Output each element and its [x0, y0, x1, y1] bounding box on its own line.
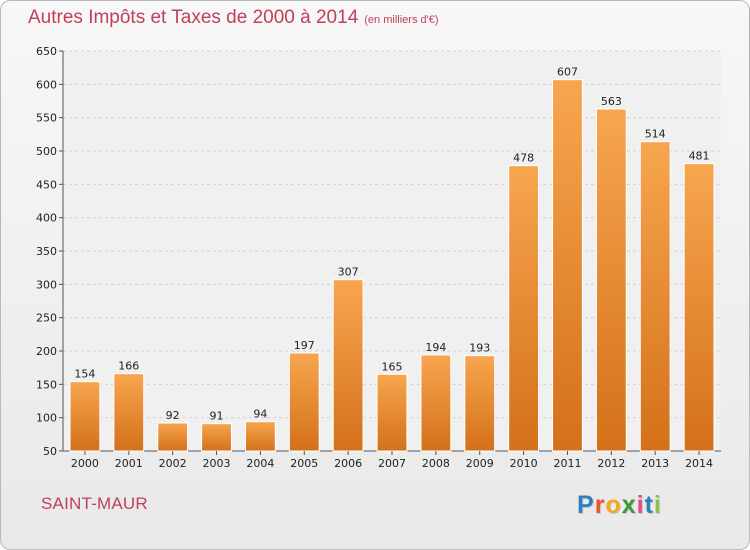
value-label-2009: 193 — [469, 342, 490, 355]
logo-letter: i — [636, 491, 645, 519]
bar-2010 — [508, 165, 540, 452]
bar-2013 — [639, 141, 671, 452]
x-tick-label-2000: 2000 — [71, 457, 99, 470]
value-label-2011: 607 — [557, 66, 578, 79]
logo-letter: x — [621, 491, 637, 519]
x-tick-label-2003: 2003 — [203, 457, 231, 470]
bar-2011 — [552, 79, 583, 452]
y-tick-label: 550 — [36, 112, 57, 125]
y-tick-label: 300 — [36, 278, 57, 291]
bar-2000 — [69, 381, 101, 452]
logo-letter: i — [653, 491, 662, 519]
x-tick-label-2010: 2010 — [510, 457, 538, 470]
bar-2009 — [464, 355, 496, 452]
value-label-2001: 166 — [118, 360, 139, 373]
x-tick-label-2011: 2011 — [553, 457, 581, 470]
logo-letter: o — [605, 491, 622, 519]
bar-2008 — [420, 354, 452, 452]
y-tick-label: 150 — [36, 378, 57, 391]
value-label-2012: 563 — [601, 95, 622, 108]
x-tick-label-2009: 2009 — [466, 457, 494, 470]
bar-2004 — [244, 421, 276, 452]
value-label-2005: 197 — [294, 339, 315, 352]
x-tick-label-2004: 2004 — [246, 457, 274, 470]
proxiti-logo: Proxiti — [577, 491, 662, 520]
value-label-2003: 91 — [210, 410, 224, 423]
y-tick-label: 650 — [36, 45, 57, 58]
y-tick-label: 350 — [36, 245, 57, 258]
logo-letter: P — [577, 491, 595, 519]
y-tick-label: 500 — [36, 145, 57, 158]
bar-2003 — [201, 423, 232, 452]
logo-letter: t — [644, 491, 654, 519]
place-name: SAINT-MAUR — [41, 494, 148, 513]
x-tick-label-2014: 2014 — [685, 457, 713, 470]
value-label-2013: 514 — [645, 128, 666, 141]
x-tick-label-2008: 2008 — [422, 457, 450, 470]
bar-2012 — [595, 108, 627, 452]
bar-2006 — [332, 279, 364, 452]
x-tick-label-2013: 2013 — [641, 457, 669, 470]
y-tick-label: 50 — [43, 445, 57, 458]
y-tick-label: 100 — [36, 412, 57, 425]
x-tick-label-2006: 2006 — [334, 457, 362, 470]
chart-title: Autres Impôts et Taxes de 2000 à 2014 (en… — [28, 7, 439, 29]
x-tick-label-2012: 2012 — [597, 457, 625, 470]
bar-2002 — [157, 422, 189, 452]
x-tick-label-2007: 2007 — [378, 457, 406, 470]
value-label-2000: 154 — [74, 368, 95, 381]
x-tick-label-2001: 2001 — [115, 457, 143, 470]
y-tick-label: 600 — [36, 78, 57, 91]
chart-title-text: Autres Impôts et Taxes de 2000 à 2014 — [28, 7, 359, 28]
value-label-2014: 481 — [689, 150, 710, 163]
y-tick-label: 450 — [36, 178, 57, 191]
value-label-2008: 194 — [425, 341, 446, 354]
bar-2005 — [288, 352, 320, 452]
logo-letter: r — [594, 491, 606, 519]
chart-unit: (en milliers d'€) — [364, 14, 439, 26]
bar-2001 — [113, 373, 145, 452]
value-label-2007: 165 — [382, 360, 403, 373]
y-tick-label: 400 — [36, 212, 57, 225]
bar-2014 — [683, 163, 715, 452]
x-tick-label-2002: 2002 — [159, 457, 187, 470]
y-tick-label: 250 — [36, 312, 57, 325]
x-tick-label-2005: 2005 — [290, 457, 318, 470]
value-label-2002: 92 — [166, 409, 180, 422]
bar-2007 — [376, 373, 408, 452]
value-label-2004: 94 — [253, 408, 267, 421]
value-label-2010: 478 — [513, 152, 534, 165]
value-label-2006: 307 — [338, 266, 359, 279]
y-tick-label: 200 — [36, 345, 57, 358]
